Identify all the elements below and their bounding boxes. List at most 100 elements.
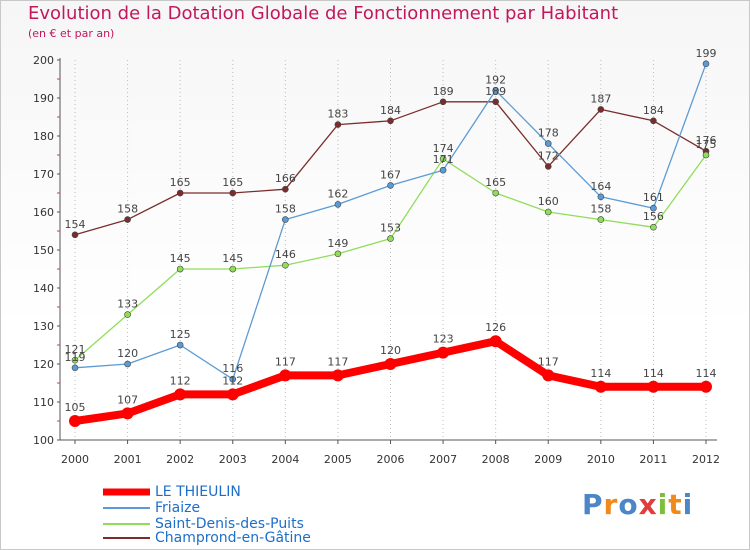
data-point — [699, 380, 712, 393]
x-tick-label: 2000 — [61, 453, 89, 466]
data-point — [229, 375, 237, 383]
data-label: 176 — [695, 134, 716, 147]
data-point — [282, 216, 289, 223]
data-label: 121 — [65, 343, 86, 356]
data-point — [71, 231, 79, 239]
data-label: 114 — [695, 367, 716, 380]
data-point — [387, 182, 394, 189]
data-label: 112 — [170, 374, 191, 387]
data-point — [124, 216, 131, 223]
data-point — [439, 155, 447, 163]
data-label: 114 — [590, 367, 611, 380]
data-label: 145 — [170, 252, 191, 265]
logo-letter: r — [603, 488, 619, 521]
data-point — [174, 388, 187, 401]
data-point — [282, 261, 289, 269]
data-point — [226, 388, 239, 401]
data-label: 105 — [65, 401, 86, 414]
data-label: 164 — [590, 180, 611, 193]
y-tick-label: 170 — [33, 168, 54, 181]
data-label: 174 — [433, 142, 454, 155]
x-tick-label: 2006 — [376, 453, 404, 466]
legend-label-friaize: Friaize — [155, 500, 201, 516]
logo-letter: P — [582, 488, 604, 521]
data-label: 166 — [275, 172, 296, 185]
y-tick-label: 130 — [33, 320, 54, 333]
legend — [103, 488, 150, 539]
data-point — [542, 369, 555, 382]
data-point — [544, 140, 552, 147]
data-point — [650, 117, 657, 125]
data-label: 120 — [117, 347, 138, 360]
data-label: 153 — [380, 222, 401, 235]
x-tick-label: 2009 — [534, 453, 562, 466]
data-point — [489, 335, 502, 348]
data-label: 158 — [117, 203, 138, 216]
data-label: 112 — [222, 374, 243, 387]
data-label: 119 — [65, 351, 86, 364]
y-tick-label: 100 — [33, 434, 54, 447]
data-point — [384, 358, 397, 370]
data-label: 165 — [170, 176, 191, 189]
data-label: 146 — [275, 248, 296, 261]
data-label: 117 — [327, 355, 348, 368]
data-label: 187 — [590, 92, 611, 105]
y-tick-label: 120 — [33, 358, 54, 371]
chart-subtitle: (en € et par an) — [28, 27, 115, 40]
data-point — [437, 346, 450, 359]
data-point — [702, 60, 710, 68]
data-label: 162 — [327, 187, 348, 200]
x-tick-label: 2002 — [166, 453, 194, 466]
data-point — [334, 250, 342, 258]
data-point — [331, 369, 344, 382]
data-label: 160 — [538, 195, 559, 208]
legend-label-saint-denis-des-puits: Saint-Denis-des-Puits — [155, 516, 304, 532]
data-point — [176, 341, 184, 349]
chart-title: Evolution de la Dotation Globale de Fonc… — [28, 3, 619, 24]
logo-letter: t — [668, 488, 683, 521]
data-point — [387, 235, 394, 242]
data-point — [544, 163, 552, 170]
logo-letter: i — [682, 488, 694, 521]
x-tick-label: 2012 — [692, 453, 720, 466]
data-point — [229, 265, 237, 273]
data-point — [597, 193, 605, 201]
data-label: 184 — [643, 104, 664, 117]
data-label: 117 — [275, 355, 296, 368]
y-tick-label: 200 — [33, 54, 54, 67]
x-tick-label: 2001 — [114, 453, 142, 466]
data-label: 184 — [380, 104, 401, 117]
data-label: 116 — [222, 362, 243, 375]
x-tick-label: 2003 — [219, 453, 247, 466]
x-tick-label: 2005 — [324, 453, 352, 466]
data-label: 120 — [380, 344, 401, 357]
data-label: 165 — [222, 176, 243, 189]
data-label: 114 — [643, 367, 664, 380]
y-tick-label: 180 — [33, 130, 54, 143]
data-point — [334, 121, 342, 128]
y-tick-label: 140 — [33, 282, 54, 295]
data-point — [282, 185, 289, 193]
data-label: 156 — [643, 210, 664, 223]
data-label: 172 — [538, 149, 559, 162]
logo-letter: o — [618, 488, 639, 521]
data-label: 117 — [538, 355, 559, 368]
data-label: 161 — [643, 191, 664, 204]
proxiti-logo: Proxiti — [582, 488, 693, 521]
data-series — [69, 60, 712, 427]
data-point — [121, 407, 134, 420]
data-label: 123 — [433, 333, 454, 346]
data-point — [650, 223, 657, 231]
data-labels: 105 107 112 112 117 117 120 123 126 117 114 114 114 1… — [65, 47, 717, 414]
logo-letter: x — [638, 488, 658, 521]
data-label: 165 — [485, 176, 506, 189]
data-point — [492, 189, 499, 197]
data-point — [387, 117, 394, 125]
data-label: 126 — [485, 321, 506, 334]
x-tick-label: 2004 — [271, 453, 299, 466]
data-point — [69, 415, 81, 427]
data-point — [439, 166, 447, 174]
data-label: 145 — [222, 252, 243, 265]
